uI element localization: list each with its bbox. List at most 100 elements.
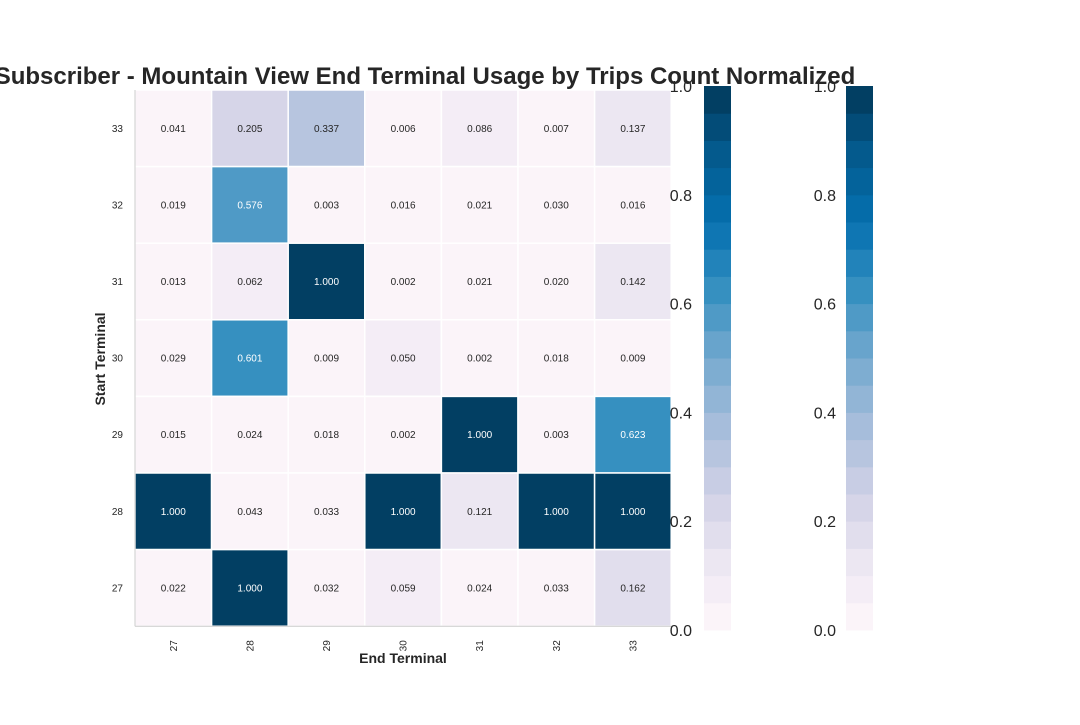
- heatmap-cell: [517, 319, 596, 398]
- heatmap-cell: [440, 472, 519, 551]
- cell-value-label: 0.006: [391, 124, 416, 135]
- colorbar-segment: [846, 466, 873, 495]
- colorbar-segment: [846, 575, 873, 604]
- cell-value-label: 0.009: [620, 354, 645, 365]
- colorbar-segment: [704, 358, 731, 386]
- cell-value-label: 1.000: [391, 507, 416, 518]
- colorbar-segment: [704, 167, 731, 196]
- y-tick-label: 31: [112, 277, 124, 288]
- cell-value-label: 0.086: [467, 124, 492, 135]
- cell-value-label: 0.002: [467, 354, 492, 365]
- colorbar-segment: [704, 548, 731, 577]
- cell-value-label: 0.033: [544, 583, 569, 594]
- heatmap-cell: [210, 89, 289, 168]
- colorbar-segment: [846, 86, 873, 114]
- colorbar-tick-label: 1.0: [670, 79, 692, 96]
- heatmap-cell: [210, 472, 289, 551]
- colorbar-tick-label: 0.0: [814, 623, 836, 640]
- colorbar-segment: [846, 249, 873, 277]
- colorbar-segment: [846, 303, 873, 332]
- cell-value-label: 0.013: [161, 277, 186, 288]
- colorbar-segment: [846, 330, 873, 359]
- cell-value-label: 0.033: [314, 507, 339, 518]
- colorbar-segment: [704, 194, 731, 223]
- cell-value-label: 0.062: [237, 277, 262, 288]
- cell-value-label: 0.016: [620, 200, 645, 211]
- colorbar-segment: [846, 194, 873, 223]
- cell-value-label: 0.019: [161, 200, 186, 211]
- y-tick-label: 27: [112, 583, 124, 594]
- cell-value-label: 0.009: [314, 354, 339, 365]
- colorbar-tick-label: 0.4: [670, 405, 692, 422]
- heatmap-cell: [287, 395, 366, 474]
- heatmap-cell: [517, 548, 596, 627]
- cell-value-label: 1.000: [467, 430, 492, 441]
- x-tick-label: 29: [322, 640, 333, 652]
- heatmap-cell: [517, 242, 596, 321]
- colorbar-2: 0.0 0.2 0.4 0.6 0.8 1.0: [814, 79, 873, 640]
- y-tick-label: 32: [112, 200, 124, 211]
- cell-value-label: 1.000: [620, 507, 645, 518]
- colorbar-tick-label: 0.4: [814, 405, 836, 422]
- heatmap-cell: [134, 472, 213, 551]
- cell-value-label: 0.018: [314, 430, 339, 441]
- colorbar-segment: [704, 602, 731, 631]
- cell-value-label: 0.018: [544, 354, 569, 365]
- colorbar-segment: [846, 439, 873, 468]
- heatmap-cell: [440, 548, 519, 627]
- x-tick-label: 31: [475, 640, 486, 652]
- colorbar-segment: [846, 521, 873, 549]
- heatmap-cell: [440, 165, 519, 244]
- cell-value-label: 0.002: [391, 430, 416, 441]
- colorbar-segment: [846, 113, 873, 141]
- colorbar-segment: [846, 412, 873, 441]
- y-tick-label: 30: [112, 354, 124, 365]
- cell-value-label: 0.623: [620, 430, 645, 441]
- colorbar-tick-label: 0.0: [670, 623, 692, 640]
- cell-value-label: 0.022: [161, 583, 186, 594]
- colorbar-segment: [704, 86, 731, 114]
- colorbar-tick-label: 0.2: [670, 514, 692, 531]
- colorbar-segment: [704, 249, 731, 277]
- colorbar-segment: [846, 222, 873, 250]
- heatmap-cell: [593, 472, 672, 551]
- colorbar-segment: [846, 602, 873, 631]
- cell-value-label: 0.003: [314, 200, 339, 211]
- colorbar-segment: [704, 140, 731, 169]
- colorbar-segment: [704, 303, 731, 332]
- x-axis-label: End Terminal: [359, 650, 447, 666]
- colorbar-segment: [846, 276, 873, 305]
- heatmap-cell: [593, 242, 672, 321]
- colorbar-tick-label: 0.8: [814, 188, 836, 205]
- heatmap-cell: [210, 319, 289, 398]
- cell-value-label: 0.016: [391, 200, 416, 211]
- heatmap-cell: [364, 548, 443, 627]
- y-tick-label: 28: [112, 507, 124, 518]
- colorbar-segment: [704, 412, 731, 441]
- heatmap-cell: [593, 548, 672, 627]
- colorbar-segment: [704, 575, 731, 604]
- cell-value-label: 1.000: [314, 277, 339, 288]
- heatmap-cell: [287, 242, 366, 321]
- cell-value-label: 0.002: [391, 277, 416, 288]
- cell-value-label: 0.337: [314, 124, 339, 135]
- colorbar-segment: [704, 521, 731, 549]
- heatmap-cell: [440, 242, 519, 321]
- colorbar-tick-label: 0.6: [670, 297, 692, 314]
- cell-value-label: 0.024: [467, 583, 492, 594]
- colorbar-segment: [704, 276, 731, 305]
- y-tick-label: 33: [112, 124, 124, 135]
- y-tick-label: 29: [112, 430, 124, 441]
- heatmap-cell: [134, 319, 213, 398]
- cell-value-label: 0.020: [544, 277, 569, 288]
- cell-value-label: 0.003: [544, 430, 569, 441]
- heatmap-cell: [593, 165, 672, 244]
- cell-value-label: 1.000: [161, 507, 186, 518]
- colorbar-1: 0.0 0.2 0.4 0.6 0.8 1.0: [670, 79, 731, 640]
- heatmap-cell: [134, 548, 213, 627]
- heatmap-cell: [134, 395, 213, 474]
- colorbar-segment: [704, 222, 731, 250]
- cell-value-label: 0.050: [391, 354, 416, 365]
- x-tick-label: 33: [628, 640, 639, 652]
- y-axis-label: Start Terminal: [92, 312, 108, 405]
